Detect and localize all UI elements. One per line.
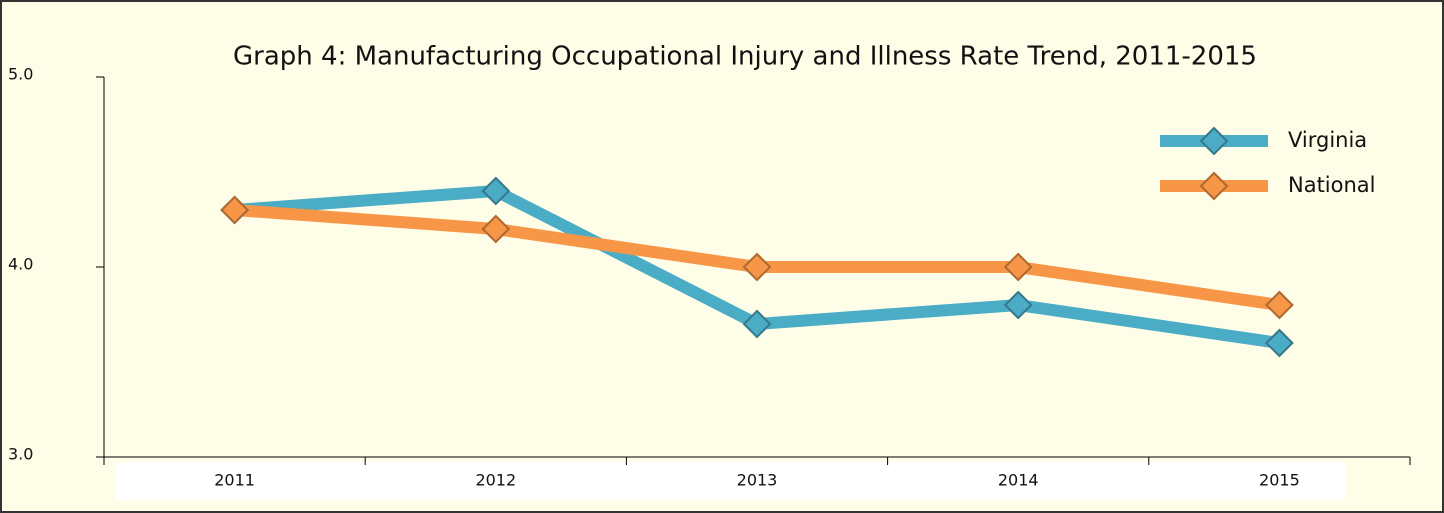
point-marker bbox=[1264, 328, 1294, 358]
x-tick-label: 2012 bbox=[475, 471, 516, 490]
legend-marker bbox=[1199, 126, 1229, 156]
point-marker bbox=[1003, 252, 1033, 282]
x-tick-label: 2015 bbox=[1259, 471, 1300, 490]
x-tick-label: 2011 bbox=[214, 471, 255, 490]
chart-title: Graph 4: Manufacturing Occupational Inju… bbox=[233, 42, 1257, 72]
x-tick-label: 2013 bbox=[737, 471, 778, 490]
point-marker bbox=[481, 214, 511, 244]
x-label-strip bbox=[116, 462, 1346, 500]
x-tick-label: 2014 bbox=[998, 471, 1039, 490]
y-tick-label: 3.0 bbox=[8, 445, 33, 464]
y-tick-label: 4.0 bbox=[8, 255, 33, 274]
point-marker bbox=[220, 195, 250, 225]
point-marker bbox=[1003, 290, 1033, 320]
point-marker bbox=[742, 309, 772, 339]
point-marker bbox=[742, 252, 772, 282]
legend-label: National bbox=[1288, 173, 1376, 197]
point-marker bbox=[481, 176, 511, 206]
legend-label: Virginia bbox=[1288, 128, 1367, 152]
y-tick-label: 5.0 bbox=[8, 65, 33, 84]
legend-marker bbox=[1199, 171, 1229, 201]
point-marker bbox=[1264, 290, 1294, 320]
